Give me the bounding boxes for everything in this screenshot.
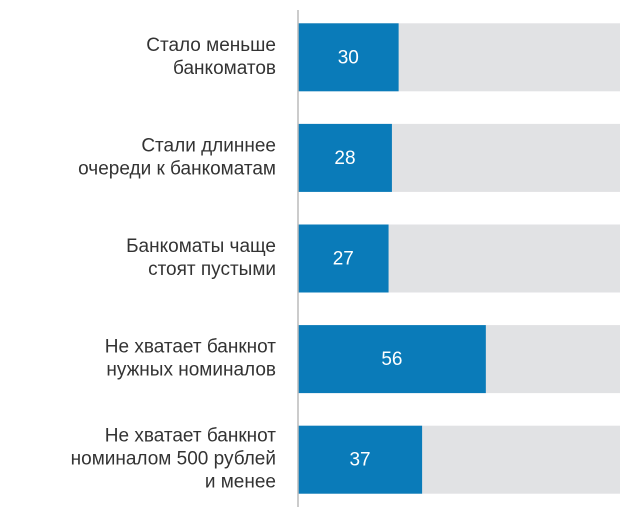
category-label: Не хватает банкнот номиналом 500 рублей и … — [71, 426, 277, 493]
value-label: 27 — [333, 249, 354, 270]
category-label: Банкоматы чаще стоят пустыми — [126, 236, 276, 280]
bar — [298, 123, 392, 192]
category-line: Банкоматы чаще — [126, 236, 276, 257]
value-label: 37 — [349, 450, 370, 471]
category-line: Стали длиннее — [141, 135, 276, 156]
category-line: Не хватает банкнот — [105, 337, 277, 358]
value-label: 28 — [334, 148, 355, 169]
bar — [298, 224, 389, 293]
category-label: Не хватает банкнот нужных номиналов — [105, 337, 277, 381]
value-label: 56 — [381, 349, 402, 370]
category-line: Не хватает банкнот — [105, 426, 277, 447]
category-line: банкоматов — [173, 58, 276, 79]
bar — [298, 425, 423, 494]
category-label: Стало меньше банкоматов — [146, 35, 276, 79]
category-line: нужных номиналов — [106, 360, 276, 381]
bar — [298, 23, 399, 92]
category-line: стоят пустыми — [148, 259, 276, 280]
category-line: и менее — [205, 472, 276, 493]
category-label: Стали длиннее очереди к банкоматам — [78, 135, 276, 179]
value-label: 30 — [338, 47, 359, 68]
category-line: номиналом 500 рублей — [71, 449, 276, 470]
category-line: очереди к банкоматам — [78, 158, 276, 179]
category-line: Стало меньше — [146, 35, 276, 56]
bar — [298, 325, 486, 394]
